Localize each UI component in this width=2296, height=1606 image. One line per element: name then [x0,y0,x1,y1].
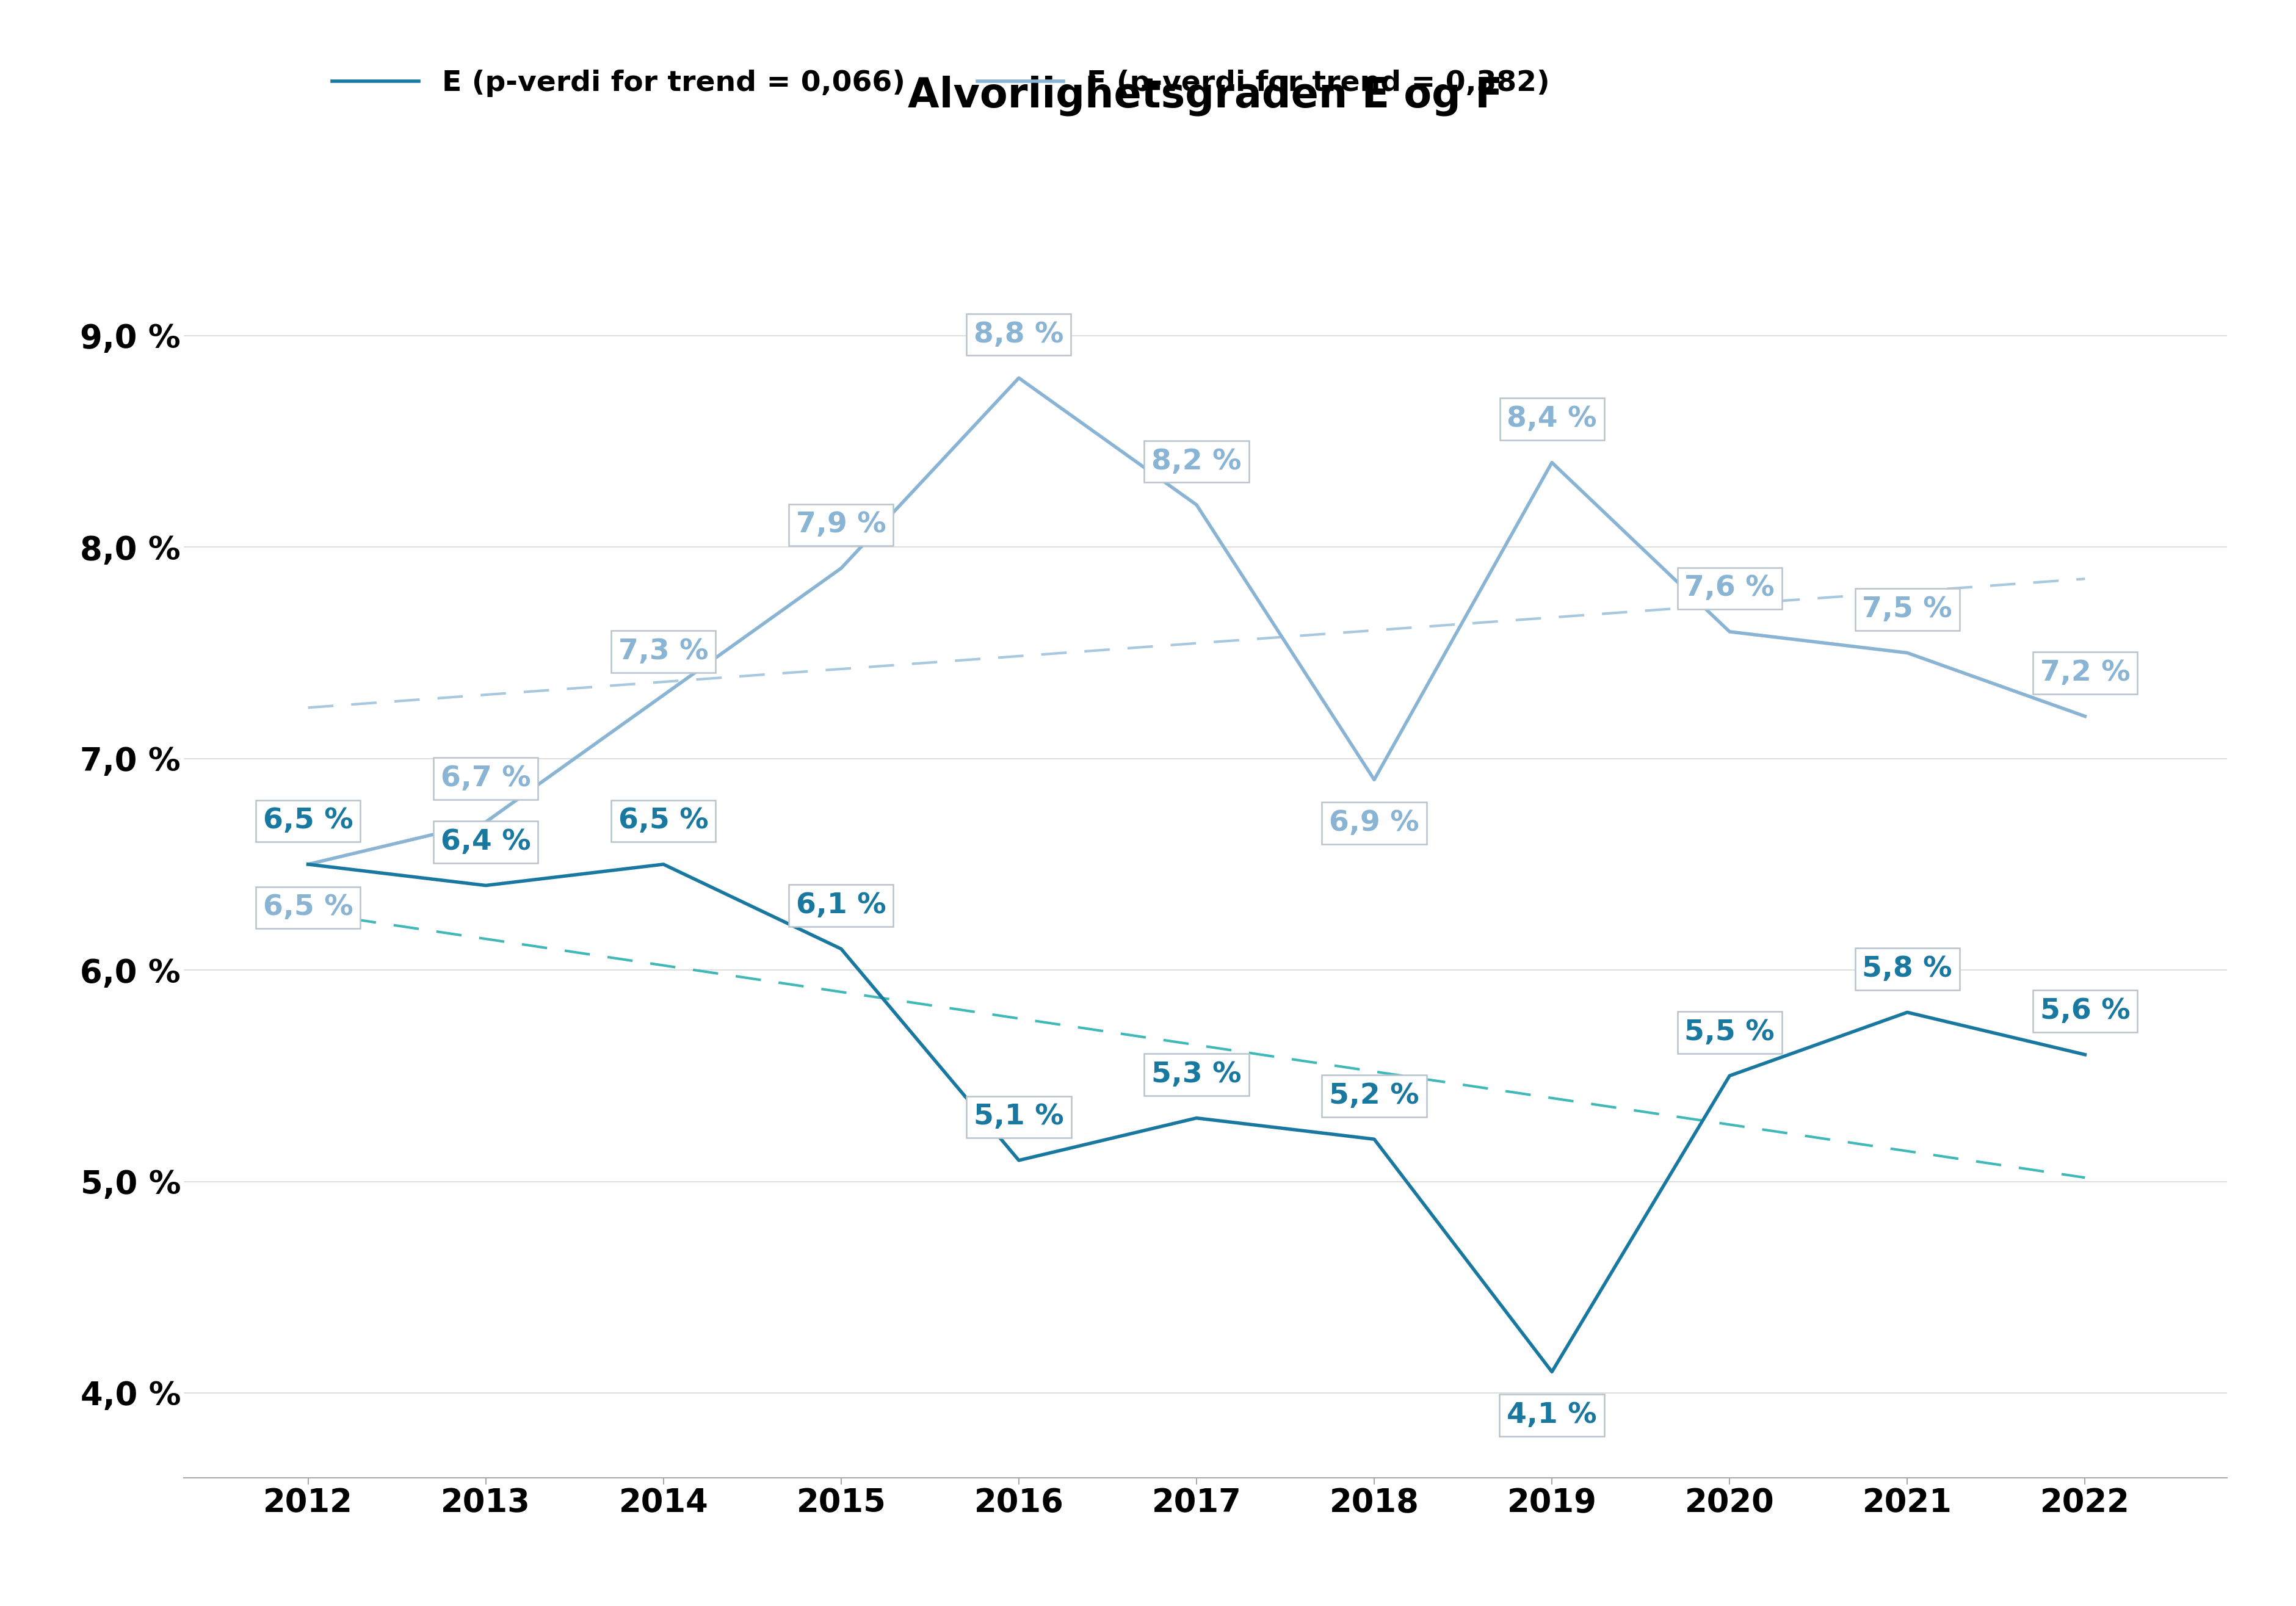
Text: 5,8 %: 5,8 % [1862,956,1952,983]
Title: Alvorlighetsgraden E og F: Alvorlighetsgraden E og F [907,75,1504,116]
Legend: E (p-verdi for trend = 0,066), F (p-verdi for trend = 0,382): E (p-verdi for trend = 0,066), F (p-verd… [321,58,1561,109]
Text: 7,2 %: 7,2 % [2039,658,2131,687]
Text: 8,4 %: 8,4 % [1506,405,1598,434]
Text: 5,2 %: 5,2 % [1329,1082,1419,1110]
Text: 6,4 %: 6,4 % [441,829,530,856]
Text: 6,1 %: 6,1 % [797,891,886,919]
Text: 7,9 %: 7,9 % [797,511,886,538]
Text: 5,6 %: 5,6 % [2039,997,2131,1025]
Text: 5,1 %: 5,1 % [974,1103,1063,1131]
Text: 6,7 %: 6,7 % [441,764,530,792]
Text: 7,6 %: 7,6 % [1685,575,1775,602]
Text: 4,1 %: 4,1 % [1506,1402,1598,1429]
Text: 6,5 %: 6,5 % [264,808,354,835]
Text: 5,3 %: 5,3 % [1153,1062,1242,1089]
Text: 7,5 %: 7,5 % [1862,596,1952,623]
Text: 6,5 %: 6,5 % [264,895,354,922]
Text: 5,5 %: 5,5 % [1685,1018,1775,1046]
Text: 6,9 %: 6,9 % [1329,809,1419,837]
Text: 7,3 %: 7,3 % [618,638,709,665]
Text: 6,5 %: 6,5 % [618,808,709,835]
Text: 8,2 %: 8,2 % [1153,448,1242,475]
Text: 8,8 %: 8,8 % [974,321,1063,349]
